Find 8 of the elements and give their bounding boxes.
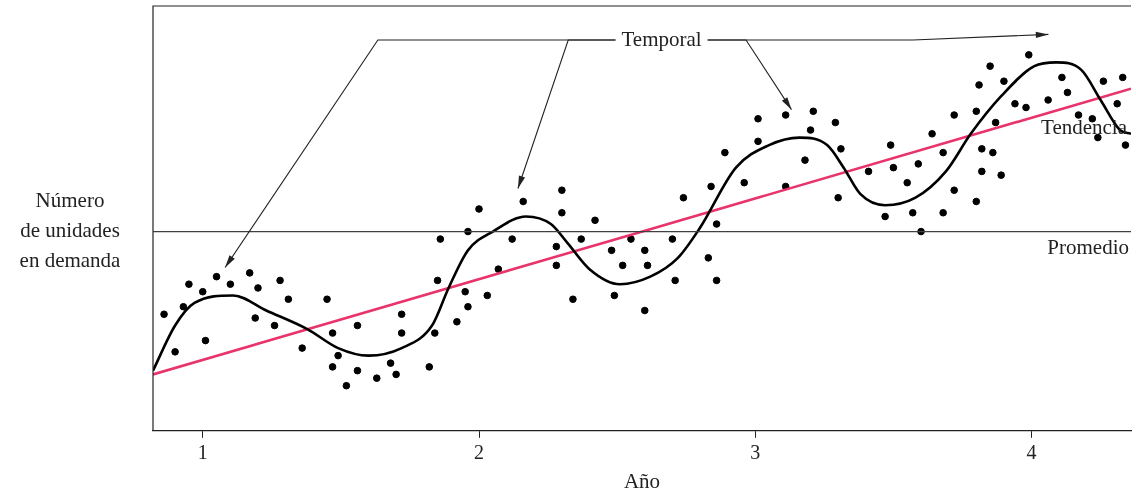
text: Temporal: [621, 26, 702, 51]
x-tick-label: 3: [750, 441, 761, 464]
y-axis-title: Número de unidades en demanda: [18, 187, 122, 274]
x-tick-label: 4: [1026, 441, 1037, 464]
x-tick-label: 2: [474, 441, 484, 464]
ref-line-label: Promedio: [1047, 234, 1129, 259]
x-axis-title: Año: [623, 468, 661, 493]
x-tick-label: 1: [197, 441, 208, 464]
